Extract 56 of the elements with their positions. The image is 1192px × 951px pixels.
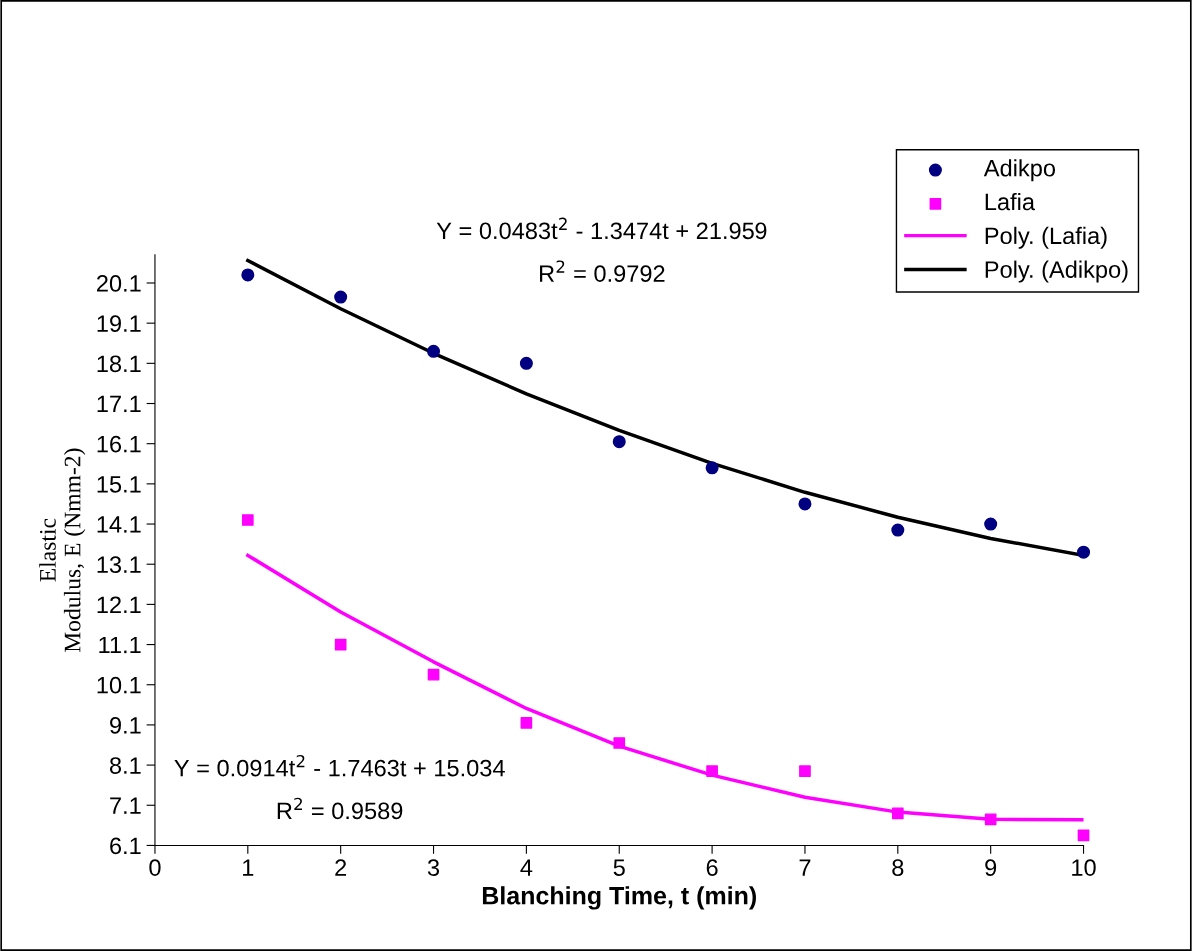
y-tick-label: 15.1 bbox=[97, 476, 141, 493]
annotation: Y = 0.0914t$^{2}$ - 1.7463t + 15.034 bbox=[174, 754, 505, 777]
point bbox=[984, 813, 997, 826]
annotation: R$^{2}$ = 0.9589 bbox=[277, 797, 403, 820]
y-tick-label: 13.1 bbox=[97, 556, 141, 573]
x-tick-label: 2 bbox=[335, 859, 347, 876]
point bbox=[427, 668, 440, 681]
y-tick-label: 12.1 bbox=[97, 596, 141, 613]
x-tick-label: 10 bbox=[1072, 859, 1096, 876]
point bbox=[612, 435, 626, 449]
y-tick-label: 9.1 bbox=[110, 716, 141, 734]
x-tick-label: 6 bbox=[706, 859, 718, 876]
x-tick-label: 3 bbox=[427, 859, 440, 876]
x-tick-label: 4 bbox=[520, 859, 533, 876]
x-tick-label: 0 bbox=[149, 859, 161, 876]
y-tick-label: 14.1 bbox=[97, 516, 141, 533]
point bbox=[241, 268, 255, 282]
x-tick-label: 1 bbox=[243, 859, 254, 876]
point bbox=[799, 765, 811, 777]
point bbox=[706, 765, 718, 777]
y-tick-label: 11.1 bbox=[99, 636, 141, 654]
point bbox=[427, 344, 441, 358]
y-tick-label: 6.1 bbox=[110, 837, 141, 855]
x-axis-title: Blanching Time, t (min) bbox=[482, 886, 756, 910]
point bbox=[241, 514, 254, 526]
y-tick-label: 10.1 bbox=[97, 676, 141, 694]
text: Y = 0.0483t$^{2}$ - 1.3474t + 21.959 bbox=[436, 217, 767, 240]
legend-label: Adikpo bbox=[983, 159, 1056, 182]
y-tick-label: 16.1 bbox=[97, 435, 141, 453]
x-tick-label: 5 bbox=[613, 859, 625, 876]
point bbox=[984, 517, 998, 531]
y-tick-label: 8.1 bbox=[109, 757, 141, 774]
annotation: R$^{2}$ = 0.9792 bbox=[540, 260, 665, 282]
y-axis-title: Elastic Modulus, E (Nmm-2) bbox=[39, 448, 86, 653]
point bbox=[1077, 545, 1091, 559]
point bbox=[1077, 829, 1090, 842]
point bbox=[891, 807, 904, 820]
x-tick-label: 9 bbox=[985, 859, 997, 876]
y-tick-label: 17.1 bbox=[97, 395, 141, 413]
point bbox=[705, 461, 719, 475]
point bbox=[613, 737, 626, 749]
point bbox=[798, 497, 812, 511]
point bbox=[334, 290, 348, 304]
y-tick-label: 18.1 bbox=[97, 355, 141, 373]
y-tick-label: 19.1 bbox=[97, 315, 141, 332]
point bbox=[334, 638, 347, 651]
y-tick-label: 20.1 bbox=[97, 275, 141, 292]
x-tick-label: 8 bbox=[892, 859, 904, 876]
point bbox=[519, 356, 533, 370]
legend-label: Poly. (Lafia) bbox=[985, 226, 1107, 249]
point bbox=[520, 717, 533, 729]
legend-label: Poly. (Adikpo) bbox=[985, 260, 1128, 283]
point bbox=[891, 523, 905, 537]
x-tick-label: 7 bbox=[799, 859, 811, 876]
legend-label: Lafia bbox=[985, 192, 1036, 211]
y-tick-label: 7.1 bbox=[110, 797, 141, 814]
